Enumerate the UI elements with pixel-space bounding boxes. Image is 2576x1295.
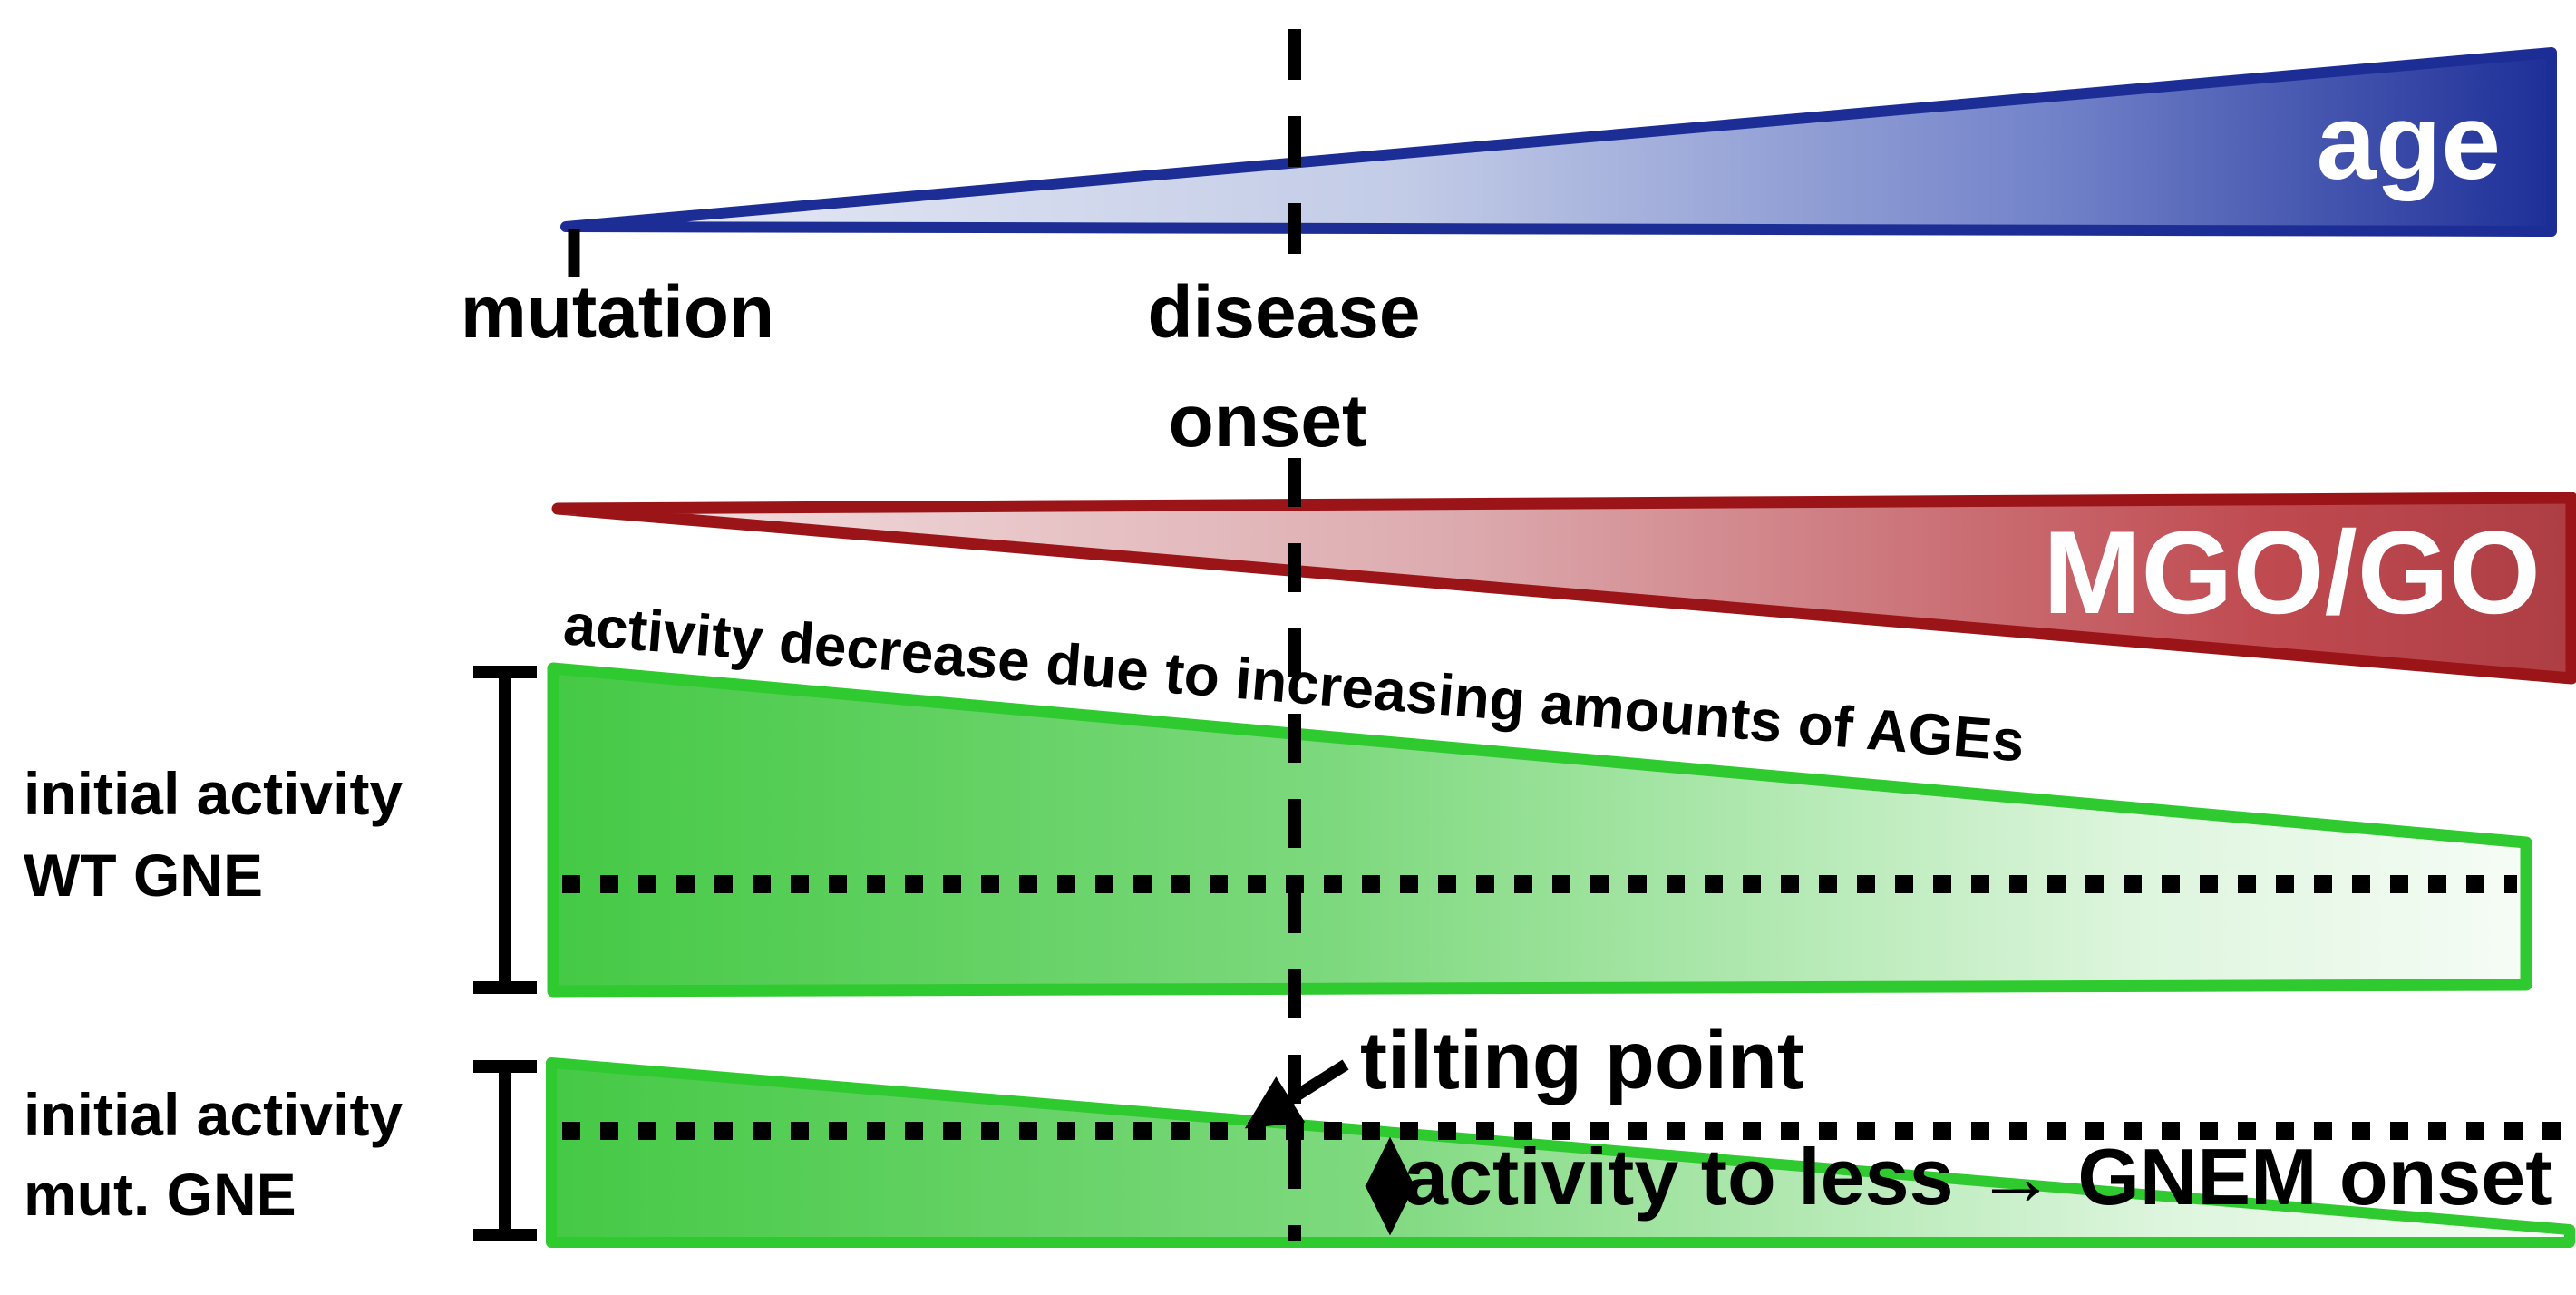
wt-initial-activity-label-line1: initial activity bbox=[24, 760, 403, 827]
tilting-point-arrow bbox=[1244, 1059, 1349, 1129]
age-wedge-label: age bbox=[2317, 83, 2501, 202]
gnem-onset-label: activity to less → GNEM onset bbox=[1404, 1132, 2552, 1222]
wt-activity-wedge bbox=[547, 662, 2532, 998]
age-wedge bbox=[560, 47, 2557, 237]
mgo-wedge bbox=[551, 492, 2576, 685]
mutation-label: mutation bbox=[461, 271, 774, 354]
mut-activity-wedge bbox=[546, 1057, 2575, 1248]
mgo-wedge-label: MGO/GO bbox=[2043, 506, 2541, 638]
disease-onset-label-line1: disease bbox=[1148, 271, 1421, 354]
mut-initial-activity-label-line1: initial activity bbox=[24, 1081, 403, 1148]
disease-onset-label-line2: onset bbox=[1169, 380, 1367, 462]
tilting-point-label: tilting point bbox=[1360, 1016, 1804, 1106]
wt-initial-activity-label-line2: WT GNE bbox=[24, 842, 263, 909]
mut-initial-activity-label-line2: mut. GNE bbox=[24, 1161, 296, 1228]
mut-activity-bracket bbox=[473, 1060, 537, 1241]
wt-activity-bracket bbox=[473, 666, 537, 994]
